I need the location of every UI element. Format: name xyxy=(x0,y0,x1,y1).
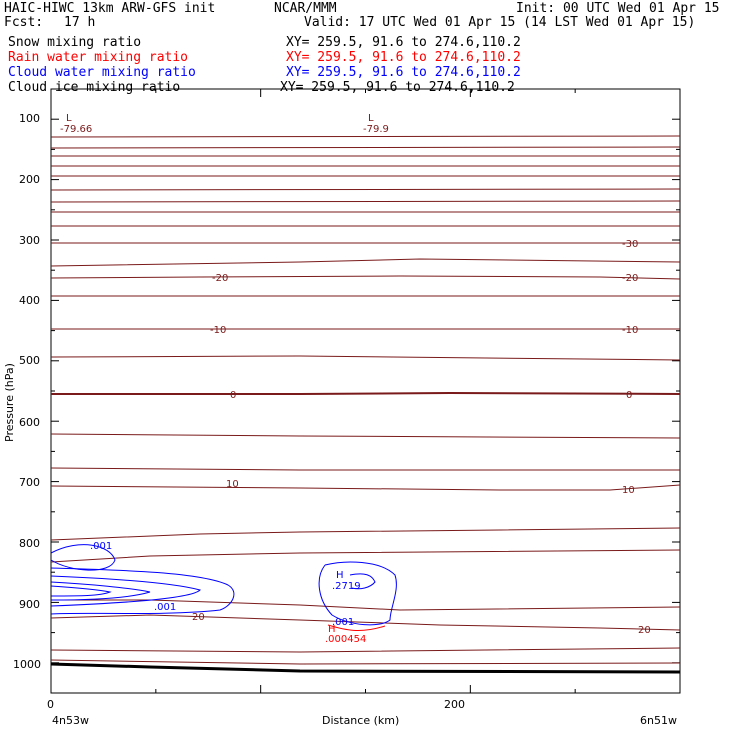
low-marker: L xyxy=(66,113,72,124)
plot-frame xyxy=(50,88,681,694)
temperature-contour xyxy=(50,200,681,203)
temperature-contour xyxy=(50,647,681,653)
temperature-label: -10 xyxy=(210,325,226,336)
x-tick-label: 0 xyxy=(47,698,54,711)
temperature-label: -10 xyxy=(622,325,638,336)
temperature-contour xyxy=(50,146,681,149)
temperature-contour xyxy=(51,391,681,395)
cloud-water-contour xyxy=(50,567,235,615)
low-marker: L xyxy=(368,113,374,124)
field-snow-xy: XY= 259.5, 91.6 to 274.6,110.2 xyxy=(286,35,521,50)
ground-surface xyxy=(50,662,681,674)
high-value: .000454 xyxy=(325,634,366,645)
right-endpoint-label: 6n51w xyxy=(640,714,677,727)
temperature-contour xyxy=(50,433,681,439)
temperature-label: -20 xyxy=(622,273,638,284)
temperature-contours xyxy=(50,135,681,665)
init-time: Init: 00 UTC Wed 01 Apr 15 xyxy=(516,1,720,16)
cloud-water-label: .001 xyxy=(154,602,176,613)
high-marker: H xyxy=(328,624,336,635)
high-value: .2719 xyxy=(332,581,361,592)
temperature-contour xyxy=(51,599,681,611)
y-axis: 100 200 300 400 500 600 700 800 900 1000 xyxy=(13,112,41,671)
temperature-contour xyxy=(50,549,681,563)
model-title: HAIC-HIWC 13km ARW-GFS init xyxy=(4,1,216,16)
temperature-label: 0 xyxy=(626,390,632,401)
field-cloudwater-name: Cloud water mixing ratio xyxy=(8,65,196,80)
axis-ticks xyxy=(50,89,681,693)
temperature-label: 10 xyxy=(622,485,635,496)
low-value: -79.9 xyxy=(363,124,389,135)
fcst-label: Fcst: xyxy=(4,15,44,30)
cloud-water-label: .001 xyxy=(332,617,354,628)
y-tick-label: 400 xyxy=(19,294,40,307)
y-tick-label: 900 xyxy=(19,598,40,611)
low-value: -79.66 xyxy=(60,124,92,135)
temperature-contour xyxy=(50,614,681,631)
temperature-label: 20 xyxy=(192,612,205,623)
cloud-water-contour xyxy=(50,544,116,571)
temperature-label: -20 xyxy=(212,273,228,284)
temperature-contour xyxy=(50,188,681,191)
cloud-water-contour xyxy=(349,573,376,590)
temperature-contour xyxy=(50,355,681,361)
rain-contour xyxy=(327,624,386,632)
temperature-contour xyxy=(50,484,681,491)
y-axis-label: Pressure (hPa) xyxy=(3,363,16,442)
temperature-contour xyxy=(50,275,681,280)
y-tick-label: 1000 xyxy=(13,658,41,671)
temperature-label: 10 xyxy=(226,479,239,490)
y-tick-label: 200 xyxy=(19,173,40,186)
high-marker: H xyxy=(336,570,344,581)
fcst-value: 17 h xyxy=(64,15,96,30)
cloud-water-contour xyxy=(50,575,201,607)
field-cloudwater-xy: XY= 259.5, 91.6 to 274.6,110.2 xyxy=(286,65,521,80)
valid-time: Valid: 17 UTC Wed 01 Apr 15 (14 LST Wed … xyxy=(304,15,696,30)
org-title: NCAR/MMM xyxy=(274,1,337,16)
field-rain-xy: XY= 259.5, 91.6 to 274.6,110.2 xyxy=(286,50,521,65)
x-tick-label: 200 xyxy=(444,698,465,711)
y-tick-label: 300 xyxy=(19,234,40,247)
temperature-contour xyxy=(50,467,680,471)
y-tick-label: 100 xyxy=(19,112,40,125)
y-tick-label: 800 xyxy=(19,537,40,550)
cloud-water-contour xyxy=(50,581,151,601)
cloud-water-contour xyxy=(50,585,112,597)
x-axis-label: Distance (km) xyxy=(322,714,399,727)
temperature-label: 0 xyxy=(230,390,236,401)
cloud-water-label: .001 xyxy=(90,541,112,552)
y-tick-label: 700 xyxy=(19,476,40,489)
temperature-contour xyxy=(50,258,681,267)
temperature-labels: -30 -20 -10 0 10 20 -20 -10 0 10 20 xyxy=(192,239,651,636)
cloud-water-contour xyxy=(318,561,397,626)
field-rain-name: Rain water mixing ratio xyxy=(8,50,189,65)
y-tick-label: 500 xyxy=(19,354,40,367)
temperature-contour xyxy=(50,527,681,541)
left-endpoint-label: 4n53w xyxy=(52,714,89,727)
y-tick-label: 600 xyxy=(19,416,40,429)
field-snow-name: Snow mixing ratio xyxy=(8,35,142,50)
field-cloudice-name: Cloud ice mixing ratio xyxy=(8,80,181,95)
temperature-contour xyxy=(50,659,681,665)
cloud-water-contours xyxy=(50,544,397,626)
temperature-label: -30 xyxy=(622,239,638,250)
field-cloudice-xy: XY= 259.5, 91.6 to 274.6,110.2 xyxy=(280,80,515,95)
temperature-contour xyxy=(50,135,681,138)
temperature-label: 20 xyxy=(638,625,651,636)
